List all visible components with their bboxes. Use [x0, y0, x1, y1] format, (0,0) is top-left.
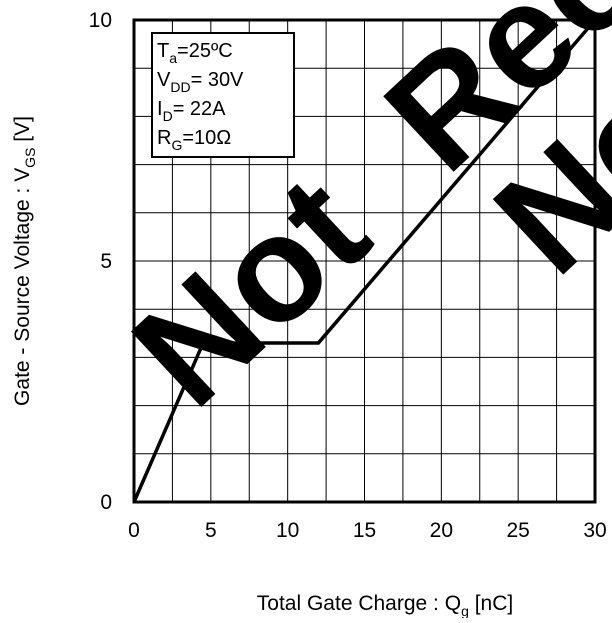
x-tick-label: 5 — [205, 519, 217, 542]
y-tick-label: 10 — [89, 9, 112, 32]
condition-text: RG=10Ω — [157, 127, 231, 153]
tick-labels: 0 5 10 15 20 25 30 0 5 10 — [89, 9, 607, 542]
conditions-box: Ta=25ºC VDD= 30V ID= 22A RG=10Ω — [151, 32, 295, 158]
y-tick-label: 0 — [100, 491, 112, 514]
series-layer — [132, 18, 597, 503]
series-line — [132, 18, 597, 503]
x-tick-label: 0 — [128, 519, 140, 542]
x-tick-label: 25 — [506, 519, 529, 542]
plot-frame — [132, 18, 597, 504]
x-tick-label: 20 — [430, 519, 453, 542]
grid-layer — [134, 20, 595, 502]
y-axis-label: Gate - Source Voltage : VGS [V] — [11, 116, 38, 406]
condition-text: Ta=25ºC — [157, 40, 233, 66]
x-axis-label: Total Gate Charge : Qg [nC] — [257, 592, 513, 618]
x-tick-label: 30 — [583, 519, 606, 542]
x-tick-label: 15 — [353, 519, 376, 542]
watermark-line-1: Not — [101, 144, 398, 437]
condition-text: VDD= 30V — [157, 69, 244, 95]
y-tick-label: 5 — [100, 250, 112, 273]
x-tick-label: 10 — [276, 519, 299, 542]
axis-labels: Total Gate Charge : Qg [nC] Gate - Source… — [11, 116, 513, 619]
conditions-frame — [151, 32, 295, 158]
condition-text: ID= 22A — [157, 98, 226, 124]
